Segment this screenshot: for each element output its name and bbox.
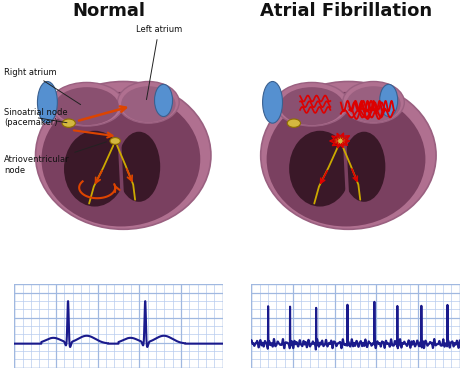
Ellipse shape <box>335 138 346 144</box>
Ellipse shape <box>346 86 401 122</box>
Ellipse shape <box>118 132 160 202</box>
Ellipse shape <box>289 131 351 207</box>
Ellipse shape <box>280 87 344 125</box>
Text: Right atrium: Right atrium <box>4 67 81 105</box>
Ellipse shape <box>41 92 200 227</box>
Ellipse shape <box>266 92 426 227</box>
Ellipse shape <box>121 86 175 122</box>
Ellipse shape <box>50 83 123 126</box>
Ellipse shape <box>118 81 179 123</box>
Text: Left atrium: Left atrium <box>136 25 182 100</box>
Ellipse shape <box>110 138 120 144</box>
Ellipse shape <box>261 81 436 229</box>
Ellipse shape <box>263 81 283 123</box>
Text: Atrial Fibrillation: Atrial Fibrillation <box>260 2 432 20</box>
Ellipse shape <box>64 131 126 207</box>
Ellipse shape <box>343 132 385 202</box>
Text: Normal: Normal <box>73 2 146 20</box>
Ellipse shape <box>343 81 404 123</box>
Ellipse shape <box>155 85 173 117</box>
Ellipse shape <box>62 119 75 127</box>
Ellipse shape <box>36 81 211 229</box>
Ellipse shape <box>37 81 57 123</box>
Ellipse shape <box>380 85 398 117</box>
Ellipse shape <box>275 83 349 126</box>
Ellipse shape <box>55 87 118 125</box>
Ellipse shape <box>287 119 301 127</box>
Text: Atrioventricular
node: Atrioventricular node <box>4 142 106 175</box>
Text: Sinoatrial node
(pacemaker): Sinoatrial node (pacemaker) <box>4 108 67 127</box>
